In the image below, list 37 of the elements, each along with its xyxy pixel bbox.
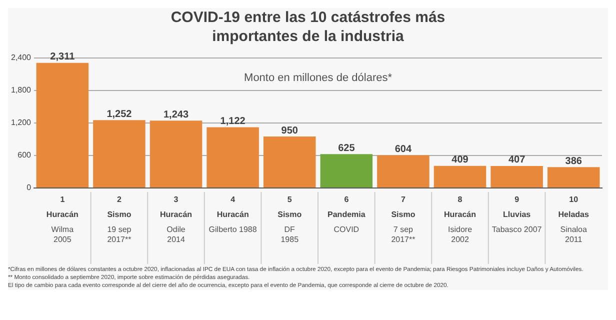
x-tick-label: 10 Heladas Sinaloa 2011 bbox=[558, 195, 590, 244]
bar bbox=[547, 167, 600, 188]
bar bbox=[93, 120, 146, 188]
data-label: 386 bbox=[565, 156, 582, 167]
y-tick-label: 1,800 bbox=[10, 86, 32, 95]
bar bbox=[320, 154, 373, 188]
data-label: 1,243 bbox=[164, 109, 189, 120]
data-label: 2,311 bbox=[50, 52, 76, 63]
bar bbox=[490, 166, 543, 188]
bar bbox=[36, 62, 89, 188]
chart-title: COVID-19 entre las 10 catástrofes más importantes de la industria bbox=[170, 8, 446, 46]
x-tick-label: 1 Huracán Wilma 2005 bbox=[46, 195, 79, 244]
x-tick-label: 2 Sismo 19 sep 2017** bbox=[107, 195, 132, 244]
bar bbox=[434, 166, 486, 188]
data-label: 407 bbox=[508, 154, 526, 166]
data-label: 950 bbox=[281, 125, 298, 136]
data-label: 1,252 bbox=[106, 108, 132, 120]
y-tick-label: 600 bbox=[18, 150, 32, 160]
x-tick-label: 6 Pandemia COVID bbox=[328, 195, 366, 234]
data-label: 409 bbox=[452, 154, 469, 166]
bar bbox=[150, 120, 202, 188]
x-tick-label: 8 Huracán Isidore 2002 bbox=[444, 195, 476, 244]
data-label: 604 bbox=[394, 144, 412, 156]
x-tick-label: 4 Huracán Gilberto 1988 bbox=[208, 195, 258, 234]
y-tick-label: 0 bbox=[26, 183, 32, 192]
data-label: 625 bbox=[338, 142, 356, 154]
y-tick-label: 1,200 bbox=[10, 118, 32, 128]
x-tick-label: 7 Sismo 7 sep 2017** bbox=[391, 195, 416, 244]
data-label: 1,122 bbox=[220, 116, 246, 127]
y-tick-label: 2,400 bbox=[10, 53, 32, 62]
bar bbox=[206, 127, 259, 188]
x-tick-label: 9 Lluvias Tabasco 2007 bbox=[492, 195, 542, 234]
bar bbox=[263, 136, 316, 188]
x-tick-label: 5 Sismo DF 1985 bbox=[278, 195, 302, 244]
bar bbox=[377, 155, 430, 188]
x-tick-label: 3 Huracán Odile 2014 bbox=[160, 195, 192, 244]
annotation: Monto en millones de dólares* bbox=[244, 72, 393, 84]
